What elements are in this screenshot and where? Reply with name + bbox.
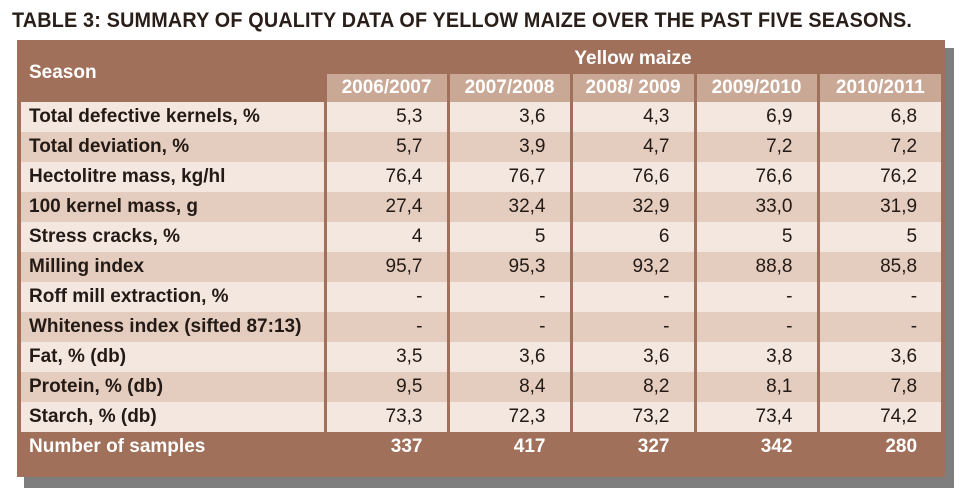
sample-count-cell: 342 [693,432,818,462]
table-row: Total defective kernels, % 5,3 3,6 4,3 6… [21,102,942,132]
table-cell: 5 [693,222,818,252]
table-cell: - [693,312,818,342]
row-label: Roff mill extraction, % [21,282,325,312]
table-cell: - [569,312,695,342]
table-row: Stress cracks, % 4 5 6 5 5 [21,222,942,252]
table-cell: 8,1 [693,372,818,402]
table-cell: 8,2 [569,372,695,402]
table-cell: 5,3 [323,102,448,132]
table-cell: 73,4 [693,402,818,432]
row-label: Hectolitre mass, kg/hl [21,162,325,192]
table-cell: 73,2 [569,402,695,432]
table-cell: 7,2 [816,132,942,162]
table-cell: 9,5 [323,372,448,402]
table-title: TABLE 3: SUMMARY OF QUALITY DATA OF YELL… [12,8,913,32]
table-cell: 6 [569,222,695,252]
table-cell: - [446,282,571,312]
table-cell: 4,7 [569,132,695,162]
table-row: Hectolitre mass, kg/hl 76,4 76,7 76,6 76… [21,162,942,192]
table-cell: 5 [446,222,571,252]
row-label: Total defective kernels, % [21,102,325,132]
table-cell: 7,2 [693,132,818,162]
table-cell: - [323,312,448,342]
table-cell: 5,7 [323,132,448,162]
year-header: 2008/ 2009 [569,74,695,102]
footer-row: Number of samples 337 417 327 342 280 [21,432,942,462]
table-cell: 72,3 [446,402,571,432]
table-cell: - [446,312,571,342]
table-cell: 7,8 [816,372,942,402]
row-label: Stress cracks, % [21,222,325,252]
table-cell: 8,4 [446,372,571,402]
year-header: 2007/2008 [446,74,571,102]
table-cell: 3,6 [816,342,942,372]
table-row: Whiteness index (sifted 87:13) - - - - - [21,312,942,342]
table-cell: 76,6 [569,162,695,192]
table-row: Total deviation, % 5,7 3,9 4,7 7,2 7,2 [21,132,942,162]
table-cell: 3,8 [693,342,818,372]
sample-count-cell: 327 [569,432,695,462]
table-cell: - [323,282,448,312]
table-cell: 73,3 [323,402,448,432]
table-row: Milling index 95,7 95,3 93,2 88,8 85,8 [21,252,942,282]
yellow-maize-header: Yellow maize [325,44,942,74]
table-cell: 76,6 [693,162,818,192]
table-row: 100 kernel mass, g 27,4 32,4 32,9 33,0 3… [21,192,942,222]
table-row: Roff mill extraction, % - - - - - [21,282,942,312]
row-label: Fat, % (db) [21,342,325,372]
table-cell: 5 [816,222,942,252]
table-cell: - [693,282,818,312]
table-cell: - [816,282,942,312]
footer-label: Number of samples [21,432,325,462]
table-cell: 76,2 [816,162,942,192]
season-header: Season [21,44,325,102]
table-cell: 3,5 [323,342,448,372]
table-cell: 76,4 [323,162,448,192]
table-cell: 76,7 [446,162,571,192]
row-label: Total deviation, % [21,132,325,162]
year-header: 2009/2010 [693,74,818,102]
table-cell: 3,6 [446,102,571,132]
table-row: Fat, % (db) 3,5 3,6 3,6 3,8 3,6 [21,342,942,372]
table-cell: 31,9 [816,192,942,222]
table-cell: 32,9 [569,192,695,222]
table-cell: 4,3 [569,102,695,132]
row-label: Milling index [21,252,325,282]
table-cell: 3,6 [446,342,571,372]
table-cell: 6,8 [816,102,942,132]
table-cell: 6,9 [693,102,818,132]
quality-data-table: Season Yellow maize 2006/2007 2007/2008 … [21,44,942,462]
sample-count-cell: 280 [816,432,942,462]
sample-count-cell: 417 [446,432,571,462]
table-cell: 27,4 [323,192,448,222]
table-cell: 3,9 [446,132,571,162]
table-cell: 95,7 [323,252,448,282]
year-header: 2006/2007 [323,74,448,102]
table-cell: 88,8 [693,252,818,282]
row-label: Protein, % (db) [21,372,325,402]
table-frame: Season Yellow maize 2006/2007 2007/2008 … [17,40,945,477]
table-cell: 95,3 [446,252,571,282]
row-label: Starch, % (db) [21,402,325,432]
table-row: Starch, % (db) 73,3 72,3 73,2 73,4 74,2 [21,402,942,432]
table-cell: 4 [323,222,448,252]
sample-count-cell: 337 [323,432,448,462]
table-cell: 93,2 [569,252,695,282]
table-cell: 74,2 [816,402,942,432]
table-cell: 3,6 [569,342,695,372]
row-label: 100 kernel mass, g [21,192,325,222]
table-cell: 85,8 [816,252,942,282]
table-row: Protein, % (db) 9,5 8,4 8,2 8,1 7,8 [21,372,942,402]
table-cell: - [569,282,695,312]
table-cell: 33,0 [693,192,818,222]
table-cell: - [816,312,942,342]
table-cell: 32,4 [446,192,571,222]
year-header: 2010/2011 [816,74,942,102]
row-label: Whiteness index (sifted 87:13) [21,312,325,342]
